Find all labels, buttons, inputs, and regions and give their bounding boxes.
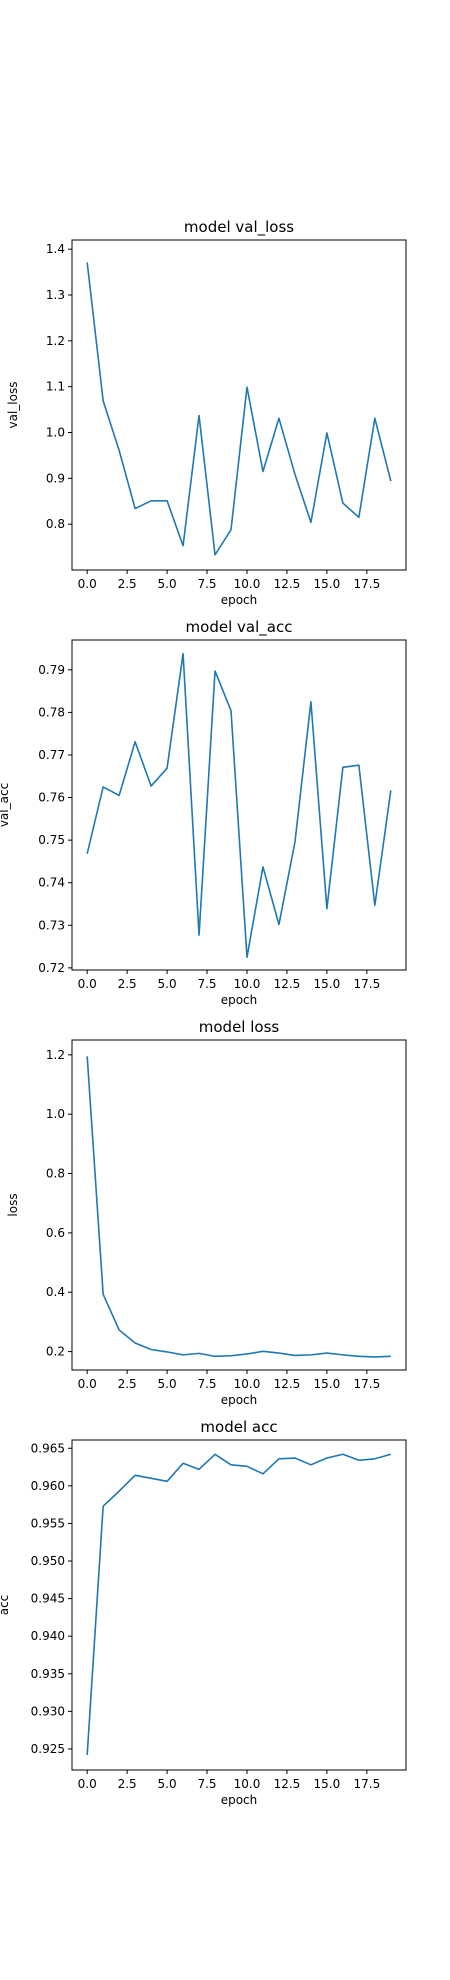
x-tick-label: 15.0 xyxy=(314,977,341,991)
y-tick-label: 0.75 xyxy=(38,833,65,847)
subplot-title: model val_loss xyxy=(184,218,294,237)
y-tick-label: 0.6 xyxy=(46,1226,65,1240)
x-tick-label: 2.5 xyxy=(118,577,137,591)
y-tick-label: 0.77 xyxy=(38,748,65,762)
y-tick-label: 0.8 xyxy=(46,1167,65,1181)
x-tick-label: 10.0 xyxy=(234,1377,261,1391)
series-line xyxy=(86,262,392,556)
y-tick-label: 0.74 xyxy=(38,876,65,890)
y-tick-label: 0.930 xyxy=(31,1704,65,1718)
y-tick-label: 0.950 xyxy=(31,1554,65,1568)
val-acc-subplot: model val_acc epoch val_acc 0.0 2.5 5.0 7.5… xyxy=(0,618,407,1007)
y-tick-label: 0.8 xyxy=(46,517,65,531)
x-tick-label: 2.5 xyxy=(118,1377,137,1391)
x-tick-label: 17.5 xyxy=(353,977,380,991)
x-tick-label: 7.5 xyxy=(197,1777,216,1791)
x-tick-label: 10.0 xyxy=(234,577,261,591)
acc-subplot: model acc epoch acc 0.0 2.5 5.0 7.5 10.0 12.5… xyxy=(0,1418,407,1807)
val-loss-subplot: model val_loss epoch val_loss 0.0 2.5 5.0 7… xyxy=(6,218,407,607)
x-tick-label: 5.0 xyxy=(158,1377,177,1391)
y-tick-label: 0.76 xyxy=(38,791,65,805)
axes-frame xyxy=(71,639,407,971)
loss-subplot: model loss epoch loss 0.0 2.5 5.0 7.5 10.0 12… xyxy=(6,1018,407,1407)
y-tick-label: 0.72 xyxy=(38,961,65,975)
x-tick-label: 5.0 xyxy=(158,977,177,991)
y-tick-label: 0.79 xyxy=(38,663,65,677)
y-tick-label: 0.78 xyxy=(38,705,65,719)
x-tick-label: 5.0 xyxy=(158,577,177,591)
x-tick-label: 17.5 xyxy=(353,1377,380,1391)
x-tick-label: 12.5 xyxy=(274,577,301,591)
x-tick-label: 12.5 xyxy=(274,1777,301,1791)
axes-frame xyxy=(71,1039,407,1371)
y-tick-label: 0.925 xyxy=(31,1742,65,1756)
x-tick-label: 0.0 xyxy=(78,1777,97,1791)
y-tick-label: 0.2 xyxy=(46,1345,65,1359)
axes-frame xyxy=(71,1439,407,1771)
subplot-title: model val_acc xyxy=(186,618,293,637)
y-tick-label: 1.3 xyxy=(46,288,65,302)
y-tick-label: 1.4 xyxy=(46,242,65,256)
y-axis-label: val_loss xyxy=(6,382,20,429)
y-tick-label: 0.945 xyxy=(31,1592,65,1606)
y-tick-label: 0.955 xyxy=(31,1516,65,1530)
y-axis-label: val_acc xyxy=(0,783,11,827)
x-tick-label: 17.5 xyxy=(353,1777,380,1791)
x-axis-label: epoch xyxy=(221,593,258,607)
y-axis-label: acc xyxy=(0,1595,11,1616)
y-tick-label: 0.73 xyxy=(38,918,65,932)
x-axis-label: epoch xyxy=(221,1793,258,1807)
x-tick-label: 10.0 xyxy=(234,977,261,991)
x-tick-label: 12.5 xyxy=(274,1377,301,1391)
y-tick-label: 1.2 xyxy=(46,1048,65,1062)
x-axis-label: epoch xyxy=(221,1393,258,1407)
x-tick-label: 0.0 xyxy=(78,1377,97,1391)
axes-frame xyxy=(71,239,407,571)
x-tick-label: 7.5 xyxy=(197,577,216,591)
series-line xyxy=(86,652,392,959)
subplot-title: model loss xyxy=(199,1018,280,1036)
x-tick-label: 0.0 xyxy=(78,977,97,991)
y-axis-label: loss xyxy=(6,1193,20,1216)
y-tick-label: 0.935 xyxy=(31,1667,65,1681)
x-tick-label: 0.0 xyxy=(78,577,97,591)
y-tick-label: 1.0 xyxy=(46,1107,65,1121)
y-tick-label: 0.940 xyxy=(31,1629,65,1643)
x-tick-label: 15.0 xyxy=(314,1377,341,1391)
x-tick-label: 7.5 xyxy=(197,1377,216,1391)
y-tick-label: 1.1 xyxy=(46,380,65,394)
y-tick-label: 0.960 xyxy=(31,1479,65,1493)
y-tick-label: 1.0 xyxy=(46,426,65,440)
x-tick-label: 7.5 xyxy=(197,977,216,991)
x-tick-label: 15.0 xyxy=(314,577,341,591)
x-tick-label: 5.0 xyxy=(158,1777,177,1791)
x-axis-label: epoch xyxy=(221,993,258,1007)
y-tick-label: 0.4 xyxy=(46,1285,65,1299)
y-tick-label: 0.965 xyxy=(31,1441,65,1455)
series-line xyxy=(86,1453,392,1756)
x-tick-label: 15.0 xyxy=(314,1777,341,1791)
x-tick-label: 10.0 xyxy=(234,1777,261,1791)
x-tick-label: 17.5 xyxy=(353,577,380,591)
y-tick-label: 0.9 xyxy=(46,471,65,485)
x-tick-label: 2.5 xyxy=(118,977,137,991)
x-tick-label: 2.5 xyxy=(118,1777,137,1791)
y-tick-label: 1.2 xyxy=(46,334,65,348)
series-line xyxy=(86,1056,391,1358)
subplot-title: model acc xyxy=(200,1418,277,1436)
x-tick-label: 12.5 xyxy=(274,977,301,991)
